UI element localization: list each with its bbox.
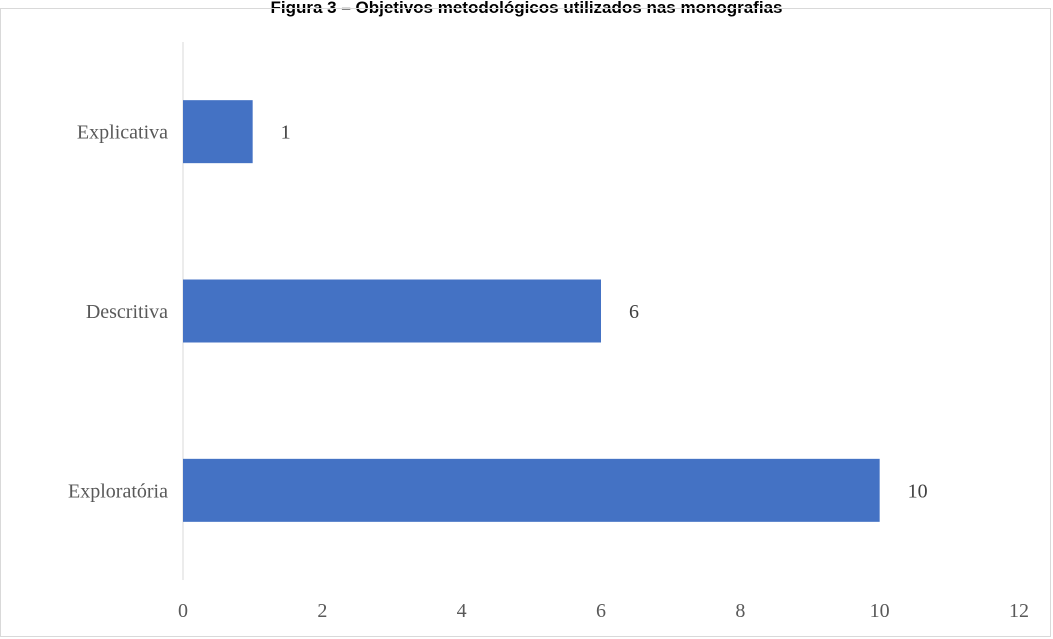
x-tick-label-4: 4 [457, 600, 467, 622]
category-label-explicativa: Explicativa [77, 122, 168, 144]
x-tick-label-10: 10 [870, 600, 890, 622]
bar-exploratória [183, 458, 880, 522]
data-label-descritiva: 6 [629, 301, 639, 323]
category-label-descritiva: Descritiva [86, 301, 168, 323]
x-tick-label-0: 0 [178, 600, 188, 622]
x-tick-label-2: 2 [317, 600, 327, 622]
x-tick-label-12: 12 [1009, 600, 1029, 622]
data-label-exploratória: 10 [908, 480, 928, 502]
x-tick-label-6: 6 [596, 600, 606, 622]
bar-explicativa [183, 100, 253, 164]
x-tick-label-8: 8 [735, 600, 745, 622]
bar-descritiva [183, 279, 601, 343]
chart-frame [0, 8, 1051, 637]
category-label-exploratória: Exploratória [68, 480, 168, 502]
data-label-explicativa: 1 [281, 122, 291, 144]
